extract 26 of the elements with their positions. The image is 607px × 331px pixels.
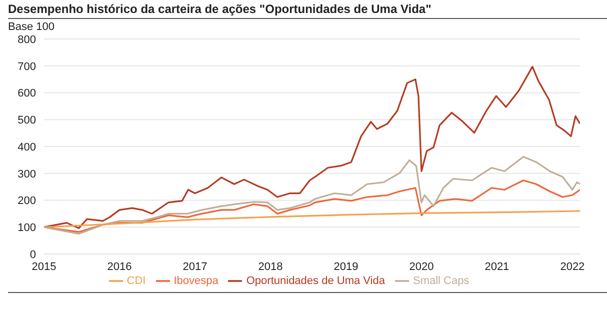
legend-label: Small Caps — [412, 274, 470, 287]
y-tick-label: 200 — [18, 195, 36, 208]
x-tick-label: 2016 — [107, 260, 132, 273]
x-tick-label: 2019 — [334, 260, 358, 273]
x-tick-label: 2020 — [409, 260, 434, 273]
y-tick-label: 600 — [18, 88, 36, 100]
y-tick-label: 100 — [18, 222, 36, 234]
x-tick-label: 2018 — [258, 260, 283, 273]
chart-title: Desempenho histórico da carteira de ações "Oportunidades de Uma Vida" — [8, 2, 607, 19]
y-tick-label: 700 — [18, 60, 36, 73]
line-series — [44, 156, 580, 235]
x-tick-label: 2015 — [32, 260, 56, 273]
y-tick-label: 0 — [30, 248, 36, 261]
legend-label: CDI — [126, 274, 146, 287]
y-axis-title: Base 100 — [8, 21, 56, 33]
line-series — [44, 210, 580, 228]
y-tick-label: 500 — [18, 114, 36, 127]
y-tick-label: 400 — [18, 141, 36, 154]
y-tick-label: 800 — [18, 34, 36, 46]
x-tick-label: 2017 — [182, 260, 208, 273]
x-tick-label: 2022 — [560, 260, 585, 273]
legend-label: Ibovespa — [174, 274, 218, 287]
legend-label: Oportunidades de Uma Vida — [246, 274, 385, 287]
x-tick-label: 2021 — [484, 260, 510, 273]
line-series — [44, 66, 580, 229]
y-tick-label: 300 — [18, 168, 36, 180]
